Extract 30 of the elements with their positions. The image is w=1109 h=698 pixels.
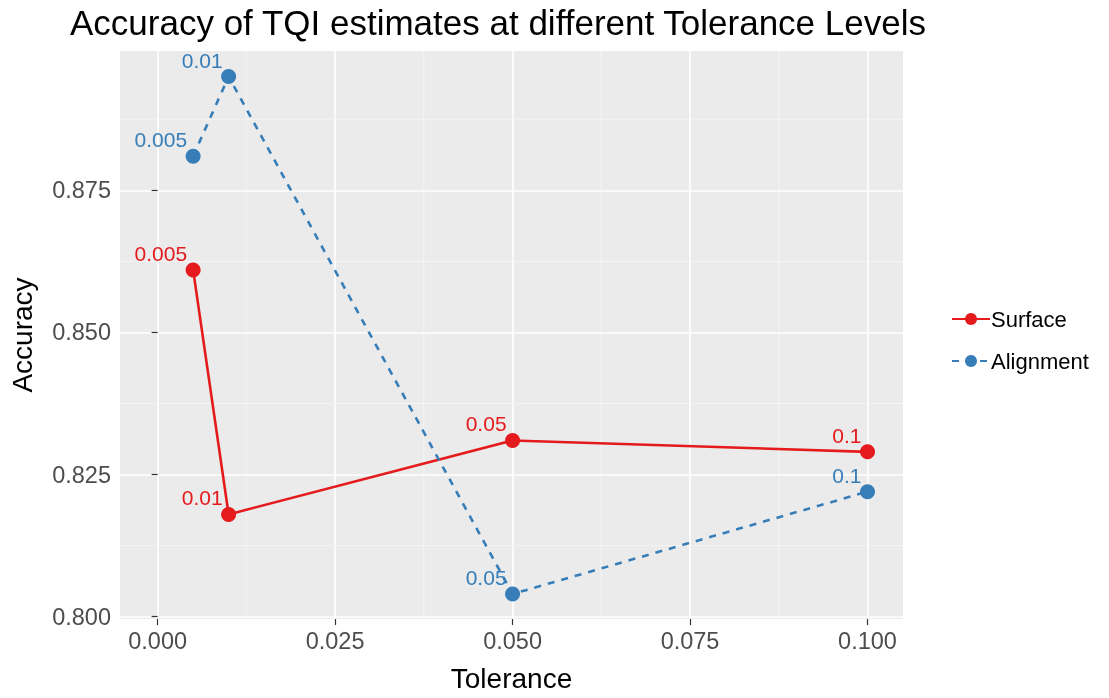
annotation: 0.01 xyxy=(181,48,223,72)
x-tick-label: 0.050 xyxy=(483,628,542,654)
y-axis-title: Accuracy xyxy=(6,277,38,393)
annotation: 0.05 xyxy=(465,565,507,589)
x-tick-label: 0.100 xyxy=(838,628,897,654)
annotation: 0.005 xyxy=(134,128,188,152)
annotation: 0.05 xyxy=(465,412,507,436)
x-tick-label: 0.000 xyxy=(128,628,188,654)
y-tick-label: 0.875 xyxy=(52,177,111,204)
annotation: 0.1 xyxy=(832,463,862,487)
point xyxy=(221,69,237,85)
y-tick-label: 0.800 xyxy=(52,603,111,630)
point xyxy=(221,506,237,522)
legend-label: Alignment xyxy=(991,348,1089,374)
point xyxy=(860,444,876,460)
point xyxy=(185,148,201,164)
y-tick-label: 0.850 xyxy=(52,319,111,346)
x-axis-title: Tolerance xyxy=(450,662,573,694)
point xyxy=(185,262,201,278)
annotation: 0.01 xyxy=(181,486,223,510)
point xyxy=(860,484,876,500)
point xyxy=(505,586,521,602)
x-tick-label: 0.075 xyxy=(660,628,720,654)
y-tick-label: 0.825 xyxy=(52,461,111,488)
x-tick-label: 0.025 xyxy=(305,628,365,654)
annotation: 0.005 xyxy=(134,241,188,265)
annotation: 0.1 xyxy=(832,423,862,447)
legend-label: Surface xyxy=(991,306,1067,332)
chart-title: Accuracy of TQI estimates at different Tolerance Levels xyxy=(70,3,926,42)
point xyxy=(505,432,521,448)
